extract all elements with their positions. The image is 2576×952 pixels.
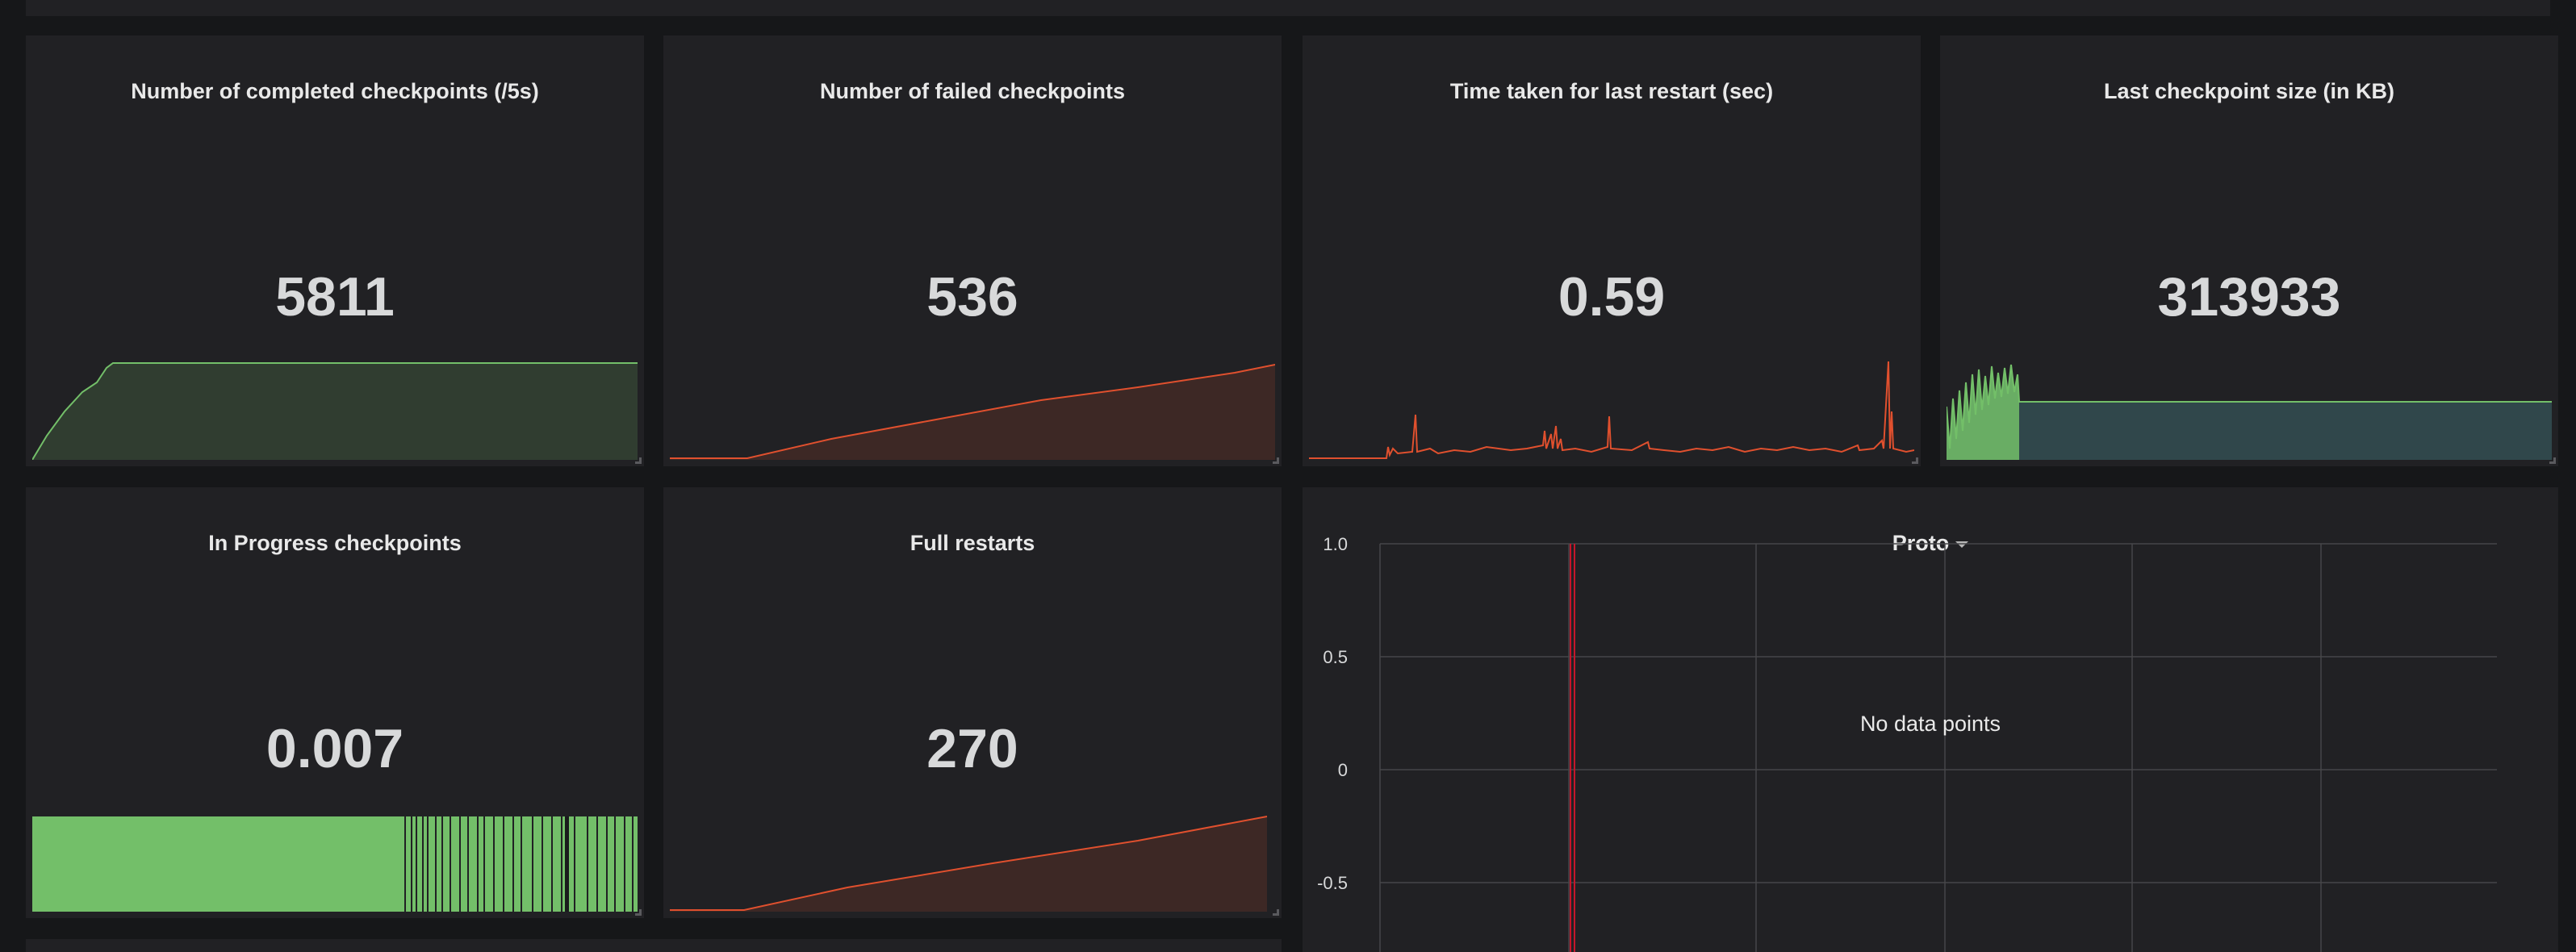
y-tick-label: 0 — [1338, 760, 1348, 780]
panel-title[interactable]: Full restarts — [910, 531, 1035, 555]
sparkline-line — [1309, 361, 1914, 459]
resize-handle[interactable] — [1273, 909, 1279, 916]
proto-title[interactable]: Proto — [1303, 531, 2558, 556]
sparkline-full-restarts — [670, 816, 1268, 912]
sparkline-line — [670, 816, 1268, 911]
singlestat-value: 313933 — [2157, 266, 2341, 328]
row-header-strip — [26, 0, 2550, 16]
annotation-markers — [1570, 544, 1575, 952]
sparkline-in-progress — [32, 816, 638, 912]
sparkline-fill — [32, 816, 638, 912]
sparkline-spike-fill — [1947, 365, 2019, 460]
y-tick-label: 0.5 — [1323, 647, 1348, 667]
panel-title[interactable]: In Progress checkpoints — [208, 531, 462, 555]
sparkline-area — [32, 363, 638, 460]
sparkline-restart-time — [1309, 361, 1914, 459]
panel-title[interactable]: Last checkpoint size (in KB) — [2103, 79, 2395, 103]
grid-lines — [1379, 543, 2497, 952]
resize-handle[interactable] — [2549, 457, 2556, 464]
chevron-down-icon[interactable] — [1955, 541, 1969, 548]
singlestat-value: 536 — [926, 266, 1018, 328]
resize-handle[interactable] — [635, 457, 642, 464]
panel-last-checkpoint-size[interactable]: Last checkpoint size (in KB) 313933 — [1940, 35, 2558, 466]
panel-title[interactable]: Number of failed checkpoints — [819, 79, 1126, 103]
sparkline-failed — [670, 364, 1275, 460]
resize-handle[interactable] — [1912, 457, 1918, 464]
panel-proto-graph[interactable]: Proto 1.0 0.5 0 -0.5 No data — [1303, 487, 2558, 952]
proto-graph-canvas[interactable]: 1.0 0.5 0 -0.5 No data points — [1303, 487, 2558, 952]
panel-in-progress-checkpoints[interactable]: In Progress checkpoints 0.007 — [26, 487, 644, 918]
sparkline-checkpoint-size — [1947, 364, 2552, 460]
sparkline-dark-band — [565, 816, 569, 912]
sparkline-area — [1947, 365, 2552, 460]
resize-handle[interactable] — [635, 909, 642, 916]
no-data-message: No data points — [1860, 712, 2001, 736]
panel-last-restart-time[interactable]: Time taken for last restart (sec) 0.59 — [1303, 35, 1921, 466]
y-tick-label: -0.5 — [1317, 873, 1348, 893]
panel-completed-checkpoints[interactable]: Number of completed checkpoints (/5s) 58… — [26, 35, 644, 466]
resize-handle[interactable] — [1273, 457, 1279, 464]
y-tick-label: 1.0 — [1323, 534, 1348, 554]
sparkline-area — [670, 365, 1275, 460]
singlestat-value: 270 — [926, 718, 1018, 779]
panel-full-restarts[interactable]: Full restarts 270 — [663, 487, 1282, 918]
sparkline-area — [670, 816, 1267, 912]
singlestat-value: 5811 — [275, 266, 395, 328]
sparkline-line — [32, 362, 638, 460]
sparkline-line — [670, 364, 1275, 459]
next-panel-edge — [26, 939, 1282, 952]
sparkline-completed — [32, 362, 638, 460]
panel-title[interactable]: Number of completed checkpoints (/5s) — [131, 79, 539, 103]
panel-failed-checkpoints[interactable]: Number of failed checkpoints 536 — [663, 35, 1282, 466]
singlestat-value: 0.007 — [266, 718, 404, 779]
panel-title[interactable]: Time taken for last restart (sec) — [1449, 79, 1774, 103]
singlestat-value: 0.59 — [1558, 266, 1666, 328]
proto-title-text[interactable]: Proto — [1892, 531, 1950, 555]
